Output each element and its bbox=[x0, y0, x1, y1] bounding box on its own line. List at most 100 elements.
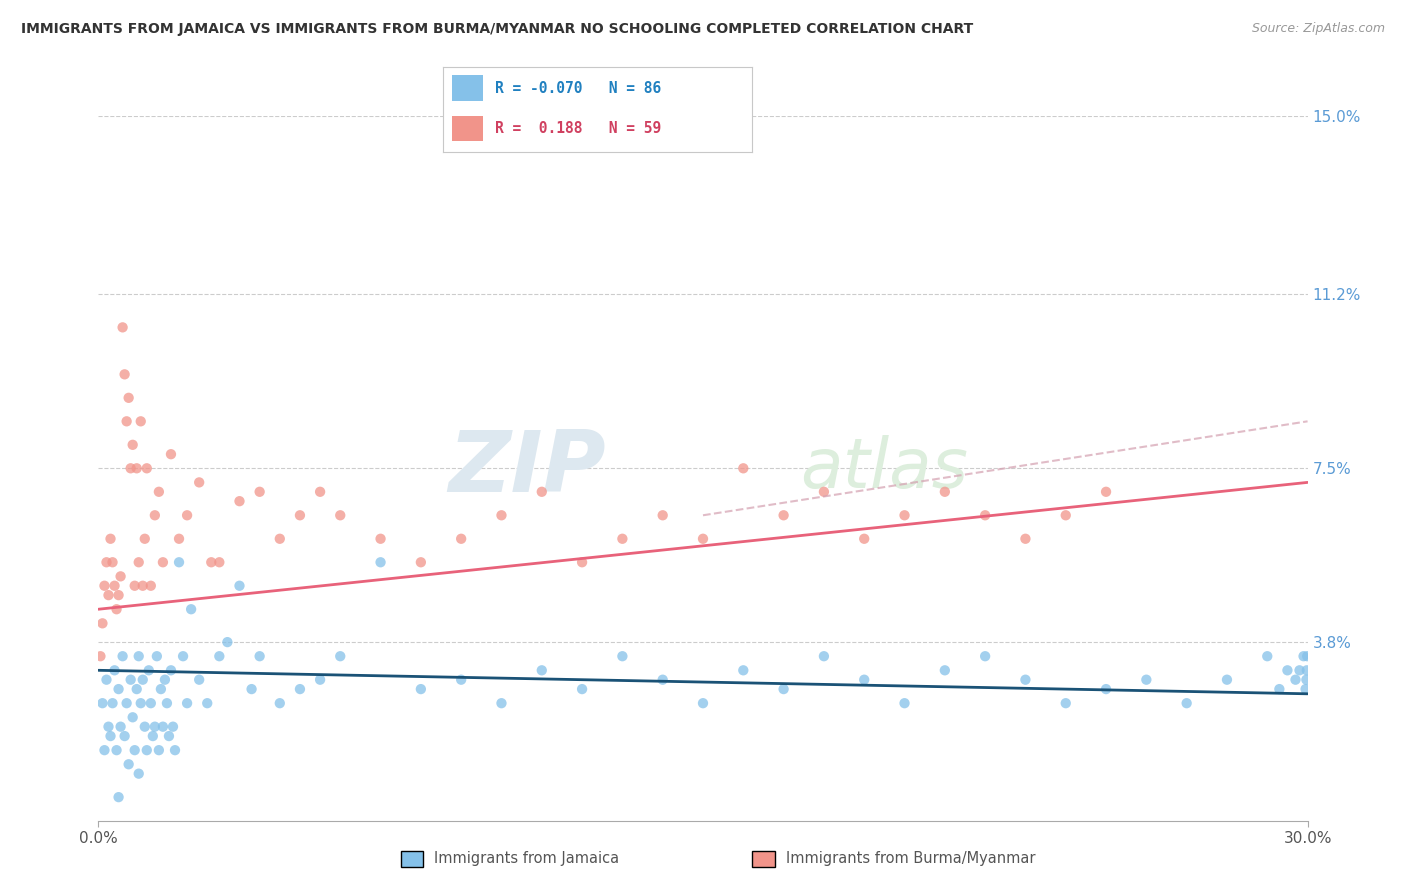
Point bbox=[135, 461, 157, 475]
Point bbox=[121, 710, 143, 724]
Point bbox=[156, 696, 179, 710]
Point bbox=[100, 729, 122, 743]
Point bbox=[249, 649, 271, 664]
Point bbox=[91, 616, 114, 631]
Point bbox=[612, 532, 634, 546]
Point bbox=[134, 720, 156, 734]
Point bbox=[1216, 673, 1239, 687]
Point bbox=[107, 790, 129, 805]
Point bbox=[149, 682, 172, 697]
Point bbox=[772, 682, 794, 697]
Point bbox=[93, 743, 115, 757]
Point bbox=[1288, 663, 1310, 677]
Point bbox=[143, 508, 166, 523]
Point bbox=[409, 682, 432, 697]
Point bbox=[176, 696, 198, 710]
Point bbox=[1295, 682, 1317, 697]
Point bbox=[107, 588, 129, 602]
Point bbox=[1095, 484, 1118, 499]
Point bbox=[120, 461, 142, 475]
Point bbox=[1054, 508, 1077, 523]
Point bbox=[139, 696, 162, 710]
Point bbox=[105, 602, 128, 616]
Point bbox=[1268, 682, 1291, 697]
Point bbox=[309, 484, 332, 499]
Point bbox=[97, 720, 120, 734]
Bar bbox=[453, 76, 484, 101]
Point bbox=[167, 532, 190, 546]
Point bbox=[118, 757, 141, 772]
Point bbox=[1292, 649, 1315, 664]
Point bbox=[269, 532, 291, 546]
Point bbox=[128, 555, 150, 569]
Point bbox=[813, 484, 835, 499]
Point bbox=[125, 461, 148, 475]
Point bbox=[1054, 696, 1077, 710]
Point bbox=[101, 555, 124, 569]
Point bbox=[288, 508, 311, 523]
Point bbox=[934, 484, 956, 499]
Point bbox=[107, 682, 129, 697]
Point bbox=[105, 743, 128, 757]
Point bbox=[571, 682, 593, 697]
Point bbox=[651, 508, 673, 523]
Point bbox=[153, 673, 176, 687]
Point bbox=[111, 649, 134, 664]
Point bbox=[269, 696, 291, 710]
Point bbox=[167, 555, 190, 569]
Point bbox=[772, 508, 794, 523]
Point bbox=[97, 588, 120, 602]
Point bbox=[450, 532, 472, 546]
Point bbox=[110, 720, 132, 734]
Point bbox=[134, 532, 156, 546]
Point bbox=[409, 555, 432, 569]
Point bbox=[152, 555, 174, 569]
Point bbox=[89, 649, 111, 664]
Point bbox=[1296, 649, 1319, 664]
Point bbox=[93, 579, 115, 593]
Point bbox=[1014, 532, 1036, 546]
Point bbox=[176, 508, 198, 523]
Point bbox=[114, 729, 136, 743]
Text: ZIP: ZIP bbox=[449, 426, 606, 510]
Point bbox=[103, 663, 125, 677]
Point bbox=[160, 447, 183, 461]
Point bbox=[1295, 663, 1317, 677]
Point bbox=[129, 414, 152, 428]
Point bbox=[129, 696, 152, 710]
Point bbox=[121, 438, 143, 452]
Point bbox=[132, 673, 155, 687]
Point bbox=[138, 663, 160, 677]
Point bbox=[612, 649, 634, 664]
Point bbox=[893, 696, 915, 710]
Point bbox=[329, 649, 352, 664]
Point bbox=[733, 663, 755, 677]
Point bbox=[115, 696, 138, 710]
Point bbox=[148, 743, 170, 757]
Point bbox=[733, 461, 755, 475]
Point bbox=[139, 579, 162, 593]
Point bbox=[491, 696, 513, 710]
Point bbox=[692, 532, 714, 546]
Point bbox=[103, 579, 125, 593]
Text: R = -0.070   N = 86: R = -0.070 N = 86 bbox=[495, 80, 662, 95]
Text: IMMIGRANTS FROM JAMAICA VS IMMIGRANTS FROM BURMA/MYANMAR NO SCHOOLING COMPLETED : IMMIGRANTS FROM JAMAICA VS IMMIGRANTS FR… bbox=[21, 22, 973, 37]
Point bbox=[228, 494, 250, 508]
Point bbox=[329, 508, 352, 523]
Text: atlas: atlas bbox=[800, 434, 967, 502]
Point bbox=[370, 532, 392, 546]
Point bbox=[163, 743, 186, 757]
Point bbox=[1135, 673, 1157, 687]
Point bbox=[96, 673, 118, 687]
Point bbox=[143, 720, 166, 734]
Point bbox=[180, 602, 202, 616]
Point bbox=[132, 579, 155, 593]
Point bbox=[1284, 673, 1306, 687]
Point bbox=[249, 484, 271, 499]
Point bbox=[1175, 696, 1198, 710]
Point bbox=[893, 508, 915, 523]
Point bbox=[128, 649, 150, 664]
Point bbox=[853, 673, 876, 687]
Point bbox=[125, 682, 148, 697]
Point bbox=[450, 673, 472, 687]
